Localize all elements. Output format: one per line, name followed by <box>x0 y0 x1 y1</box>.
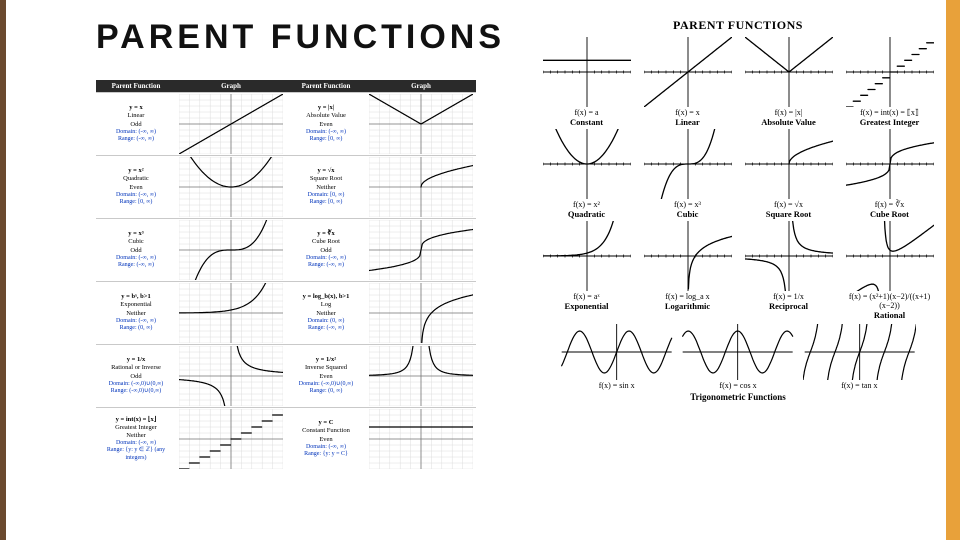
right-cell: f(x) = 1/xReciprocal <box>742 221 835 320</box>
accent-border-right <box>946 0 960 540</box>
left-desc-cell: y = 1/x²Inverse SquaredEvenDomain: (-∞,0… <box>286 345 366 407</box>
right-cell: f(x) = tan x <box>803 324 916 390</box>
right-cell: f(x) = sin x <box>560 324 673 390</box>
left-graph-cell <box>366 282 476 344</box>
left-graph-cell <box>176 156 286 218</box>
page-title: PARENT FUNCTIONS <box>96 18 505 57</box>
left-desc-cell: y = 1/xRational or InverseOddDomain: (-∞… <box>96 345 176 407</box>
right-name: Cubic <box>677 209 699 219</box>
left-header: Graph <box>176 80 286 92</box>
right-cell: f(x) = (x²+1)(x−2)/((x+1)(x−2))Rational <box>843 221 936 320</box>
left-graph-cell <box>366 156 476 218</box>
left-header: Parent Function <box>286 80 366 92</box>
right-title: PARENT FUNCTIONS <box>540 18 936 33</box>
right-equation: f(x) = aˣ <box>573 292 599 301</box>
right-name: Reciprocal <box>769 301 808 311</box>
left-desc-cell: y = |x|Absolute ValueEvenDomain: (-∞, ∞)… <box>286 93 366 155</box>
left-graph-cell <box>366 219 476 281</box>
right-grid: f(x) = aConstantf(x) = xLinearf(x) = |x|… <box>540 37 936 320</box>
right-equation: f(x) = a <box>574 108 598 117</box>
left-desc-cell: y = CConstant FunctionEvenDomain: (-∞, ∞… <box>286 408 366 470</box>
left-desc-cell: y = x²QuadraticEvenDomain: (-∞, ∞)Range:… <box>96 156 176 218</box>
right-cell: f(x) = log_a xLogarithmic <box>641 221 734 320</box>
right-name: Absolute Value <box>761 117 816 127</box>
left-desc-cell: y = xLinearOddDomain: (-∞, ∞)Range: (-∞,… <box>96 93 176 155</box>
left-desc-cell: y = log_b(x), b>1LogNeitherDomain: (0, ∞… <box>286 282 366 344</box>
left-header: Graph <box>366 80 476 92</box>
right-cell: f(x) = aˣExponential <box>540 221 633 320</box>
left-desc-cell: y = bˣ, b>1ExponentialNeitherDomain: (-∞… <box>96 282 176 344</box>
right-equation: f(x) = x³ <box>674 200 701 209</box>
right-name: Greatest Integer <box>860 117 920 127</box>
accent-border-left <box>0 0 6 540</box>
left-desc-cell: y = ∛xCube RootOddDomain: (-∞, ∞)Range: … <box>286 219 366 281</box>
left-graph-cell <box>176 282 286 344</box>
right-cell: f(x) = √xSquare Root <box>742 129 835 219</box>
right-cell: f(x) = xLinear <box>641 37 734 127</box>
right-name: Logarithmic <box>665 301 710 311</box>
right-equation: f(x) = x² <box>573 200 600 209</box>
right-equation: f(x) = ∛x <box>875 200 905 209</box>
right-cell: f(x) = ∛xCube Root <box>843 129 936 219</box>
right-cell: f(x) = int(x) = ⟦x⟧Greatest Integer <box>843 37 936 127</box>
left-desc-cell: y = int(x) = ⌊x⌋Greatest IntegerNeitherD… <box>96 408 176 470</box>
right-equation: f(x) = int(x) = ⟦x⟧ <box>860 108 919 117</box>
right-name: Exponential <box>565 301 609 311</box>
right-equation: f(x) = |x| <box>775 108 803 117</box>
right-equation: f(x) = tan x <box>841 381 877 390</box>
right-reference-panel: PARENT FUNCTIONSf(x) = aConstantf(x) = x… <box>540 18 936 522</box>
right-cell: f(x) = aConstant <box>540 37 633 127</box>
left-graph-cell <box>176 219 286 281</box>
left-graph-cell <box>176 408 286 470</box>
left-desc-cell: y = √xSquare RootNeitherDomain: [0, ∞)Ra… <box>286 156 366 218</box>
right-equation: f(x) = x <box>675 108 700 117</box>
right-name: Rational <box>874 310 905 320</box>
right-name: Square Root <box>766 209 811 219</box>
left-graph-cell <box>366 345 476 407</box>
right-equation: f(x) = sin x <box>599 381 635 390</box>
right-cell: f(x) = |x|Absolute Value <box>742 37 835 127</box>
left-graph-cell <box>176 93 286 155</box>
trig-subtitle: Trigonometric Functions <box>540 392 936 402</box>
right-name: Constant <box>570 117 603 127</box>
left-header: Parent Function <box>96 80 176 92</box>
right-cell: f(x) = x³Cubic <box>641 129 734 219</box>
left-graph-cell <box>366 93 476 155</box>
right-equation: f(x) = (x²+1)(x−2)/((x+1)(x−2)) <box>843 292 936 310</box>
right-cell: f(x) = cos x <box>681 324 794 390</box>
right-name: Cube Root <box>870 209 909 219</box>
trig-grid: f(x) = sin x f(x) = cos x f(x) = tan x <box>540 324 936 390</box>
right-equation: f(x) = 1/x <box>773 292 804 301</box>
left-graph-cell <box>176 345 286 407</box>
left-graph-cell <box>366 408 476 470</box>
right-cell: f(x) = x²Quadratic <box>540 129 633 219</box>
right-name: Linear <box>675 117 700 127</box>
right-name: Quadratic <box>568 209 605 219</box>
right-equation: f(x) = cos x <box>719 381 756 390</box>
right-equation: f(x) = log_a x <box>665 292 709 301</box>
left-reference-table: Parent FunctionGraphParent FunctionGraph… <box>96 80 476 522</box>
left-desc-cell: y = x³CubicOddDomain: (-∞, ∞)Range: (-∞,… <box>96 219 176 281</box>
right-equation: f(x) = √x <box>774 200 803 209</box>
